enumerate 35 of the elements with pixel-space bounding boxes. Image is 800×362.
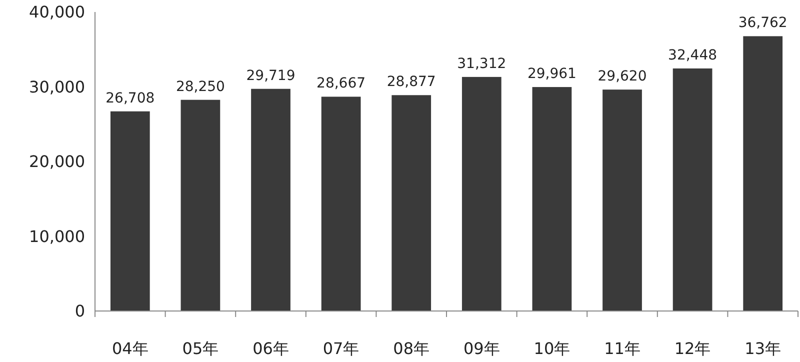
bar [251,88,290,311]
bar [743,36,783,311]
x-tick-label: 05年 [182,339,219,358]
data-label: 29,719 [246,68,296,84]
x-tick-label: 08年 [393,339,430,358]
data-label: 36,762 [738,15,788,32]
bar [321,96,361,311]
y-tick-label: 40,000 [29,2,85,22]
y-tick-label: 30,000 [29,77,85,96]
data-label: 26,708 [106,90,155,106]
bar [392,95,432,311]
data-label: 29,620 [598,68,647,85]
data-label: 28,877 [386,74,436,90]
bar [462,76,502,311]
data-label: 31,312 [457,56,506,72]
bar [672,68,712,311]
data-label: 28,250 [176,78,225,95]
y-tick-label: 20,000 [29,152,85,171]
bar [110,111,150,311]
bar [532,87,572,311]
x-tick-label: 12年 [674,339,711,358]
y-tick-label: 10,000 [29,226,85,246]
bar [180,100,220,311]
x-tick-label: 09年 [463,339,500,358]
x-tick-label: 10年 [534,339,570,358]
data-label: 28,667 [316,76,366,92]
x-tick-label: 07年 [322,339,360,358]
y-tick-label: 0 [74,302,85,320]
x-tick-label: 13年 [744,339,782,358]
x-tick-label: 06年 [252,339,289,358]
x-tick-label: 04年 [112,339,148,358]
data-label: 29,961 [527,66,576,82]
x-tick-label: 11年 [604,339,640,358]
data-label: 32,448 [668,47,718,64]
bar [602,90,642,311]
